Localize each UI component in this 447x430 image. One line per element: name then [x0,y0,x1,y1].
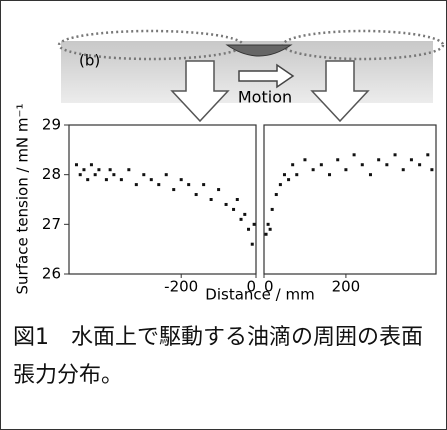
point [418,163,421,166]
point [172,188,175,191]
point [105,178,108,181]
point [279,183,282,186]
x-tick-label: -200 [164,278,198,296]
point [195,193,198,196]
chart: (b) Motion Surface tension / mN m⁻¹ Dist… [1,1,446,311]
x-tick-label: 0 [246,278,256,296]
point [157,183,160,186]
point [150,178,153,181]
point [275,193,278,196]
y-tick-label: 28 [42,165,61,183]
point [265,233,268,236]
point [361,163,364,166]
point [243,213,246,216]
x-axis-label: Distance / mm [205,286,314,304]
point [86,178,89,181]
point [426,153,429,156]
x-tick-label: 0 [264,278,274,296]
caption: 図1 水面上で駆動する油滴の周囲の表面張力分布。 [13,319,438,395]
point [120,178,123,181]
point [251,243,254,246]
panel-label: (b) [79,52,100,70]
point [410,158,413,161]
point [225,203,228,206]
point [79,173,82,176]
point [232,208,235,211]
point [165,173,168,176]
point [112,173,115,176]
point [187,183,190,186]
plot-frame [69,125,256,274]
point [377,158,380,161]
point [402,168,405,171]
point [142,173,145,176]
point [312,168,315,171]
point [135,183,138,186]
point [291,163,294,166]
point [253,223,256,226]
point [283,173,286,176]
y-tick-label: 26 [42,265,61,283]
point [94,173,97,176]
point [240,218,243,221]
point [97,168,100,171]
point [430,168,433,171]
point [303,158,306,161]
point [385,163,388,166]
point [109,168,112,171]
x-tick-label: 200 [332,278,361,296]
point [210,198,213,201]
point [336,158,339,161]
point [127,168,130,171]
point [217,188,220,191]
point [295,173,298,176]
point [269,228,272,231]
point [271,208,274,211]
point [202,183,205,186]
point [353,153,356,156]
y-tick-label: 29 [42,116,61,134]
point [369,173,372,176]
y-tick-label: 27 [42,215,61,233]
figure: (b) Motion Surface tension / mN m⁻¹ Dist… [0,0,447,430]
motion-label: Motion [238,88,292,107]
point [75,163,78,166]
point [394,153,397,156]
point [236,198,239,201]
point [344,168,347,171]
point [287,178,290,181]
point [267,223,270,226]
point [328,173,331,176]
point [247,228,250,231]
point [90,163,93,166]
point [180,178,183,181]
plot-frame [264,125,436,274]
point [320,163,323,166]
point [82,168,85,171]
y-axis-label: Surface tension / mN m⁻¹ [14,104,32,295]
